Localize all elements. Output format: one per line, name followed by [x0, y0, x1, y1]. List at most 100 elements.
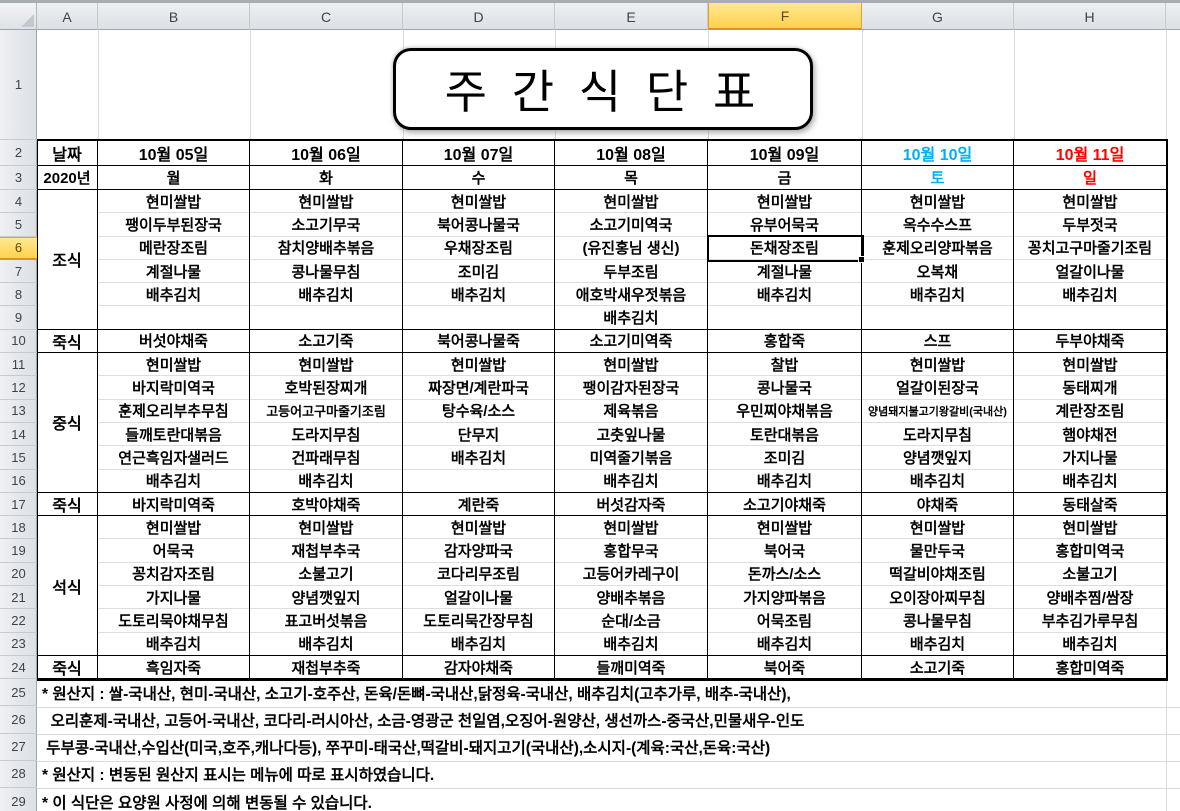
date-cell[interactable]: 10월 11일: [1055, 146, 1125, 164]
row-header-13[interactable]: 13: [0, 400, 37, 423]
menu-cell[interactable]: 현미쌀밥 어묵국 꽁치감자조림 가지나물 도토리묵야채무침 배추김치: [98, 516, 250, 655]
header-label-cell[interactable]: 날짜: [37, 140, 98, 165]
note-line[interactable]: * 원산지 : 변동된 원산지 표시는 메뉴에 따로 표시하였습니다.: [42, 767, 435, 785]
dow-cell[interactable]: 목: [555, 166, 708, 189]
porridge-cell[interactable]: 스프: [862, 329, 1014, 353]
menu-cell[interactable]: 현미쌀밥 옥수수스프 훈제오리양파볶음 오복채 배추김치: [862, 190, 1014, 329]
row-header-2[interactable]: 2: [0, 140, 37, 166]
menu-cell[interactable]: 현미쌀밥 얼갈이된장국 양념돼지불고기왕갈비(국내산) 도라지무침 양념깻잎지 배추김치: [862, 353, 1014, 492]
porridge-label-cell[interactable]: 죽식: [37, 656, 98, 679]
menu-cell[interactable]: 현미쌀밥 재첩부추국 소불고기 양념깻잎지 표고버섯볶음 배추김치: [250, 516, 403, 655]
note-line[interactable]: * 원산지 : 쌀-국내산, 현미-국내산, 소고기-호주산, 돈육/돈뼈-국내…: [42, 685, 791, 703]
date-cell[interactable]: 10월 10일: [862, 140, 1014, 165]
row-header-11[interactable]: 11: [0, 353, 37, 377]
menu-cell[interactable]: 현미쌀밥 소고기무국 참치양배추볶음 콩나물무침 배추김치: [250, 190, 403, 329]
date-cell[interactable]: 10월 05일: [98, 140, 250, 165]
menu-cell[interactable]: 현미쌀밥 바지락미역국 훈제오리부추무침 들깨토란대볶음 연근흑임자샐러드 배추김치: [98, 353, 250, 492]
row-header-18[interactable]: 18: [0, 516, 37, 540]
row-header-7[interactable]: 7: [0, 260, 37, 284]
porridge-cell[interactable]: 동태살죽: [1014, 493, 1166, 515]
row-header-21[interactable]: 21: [0, 586, 37, 610]
porridge-cell[interactable]: 북어죽: [708, 656, 862, 679]
porridge-cell[interactable]: 들깨미역죽: [555, 656, 708, 679]
menu-cell[interactable]: 현미쌀밥 호박된장찌개 고등어고구마줄기조림 도라지무침 건파래무침 배추김치: [250, 353, 403, 492]
column-header-G[interactable]: G: [862, 3, 1014, 30]
select-all-button[interactable]: [0, 3, 37, 30]
row-header-24[interactable]: 24: [0, 656, 37, 680]
porridge-cell[interactable]: 흑임자죽: [98, 656, 250, 679]
row-header-15[interactable]: 15: [0, 446, 37, 470]
porridge-cell[interactable]: 북어콩나물죽: [403, 329, 555, 353]
row-header-17[interactable]: 17: [0, 493, 37, 517]
menu-cell[interactable]: 현미쌀밥 짜장면/계란파국 탕수육/소스 단무지 배추김치: [403, 353, 555, 492]
row-header-28[interactable]: 28: [0, 761, 37, 789]
fill-handle[interactable]: [857, 255, 865, 263]
dow-cell[interactable]: 월: [98, 166, 250, 189]
column-header-C[interactable]: C: [250, 3, 403, 30]
section-label-cell[interactable]: 중식: [37, 353, 98, 492]
column-header-H[interactable]: H: [1014, 3, 1166, 30]
porridge-cell[interactable]: 계란죽: [403, 492, 555, 516]
porridge-cell[interactable]: 소고기죽: [250, 329, 403, 353]
dow-cell[interactable]: 화: [250, 166, 403, 189]
menu-cell[interactable]: 현미쌀밥 감자양파국 코다리무조림 얼갈이나물 도토리묵간장무침 배추김치: [403, 516, 555, 655]
row-header-10[interactable]: 10: [0, 330, 37, 354]
menu-cell[interactable]: 찰밥 콩나물국 우민찌야채볶음 토란대볶음 조미김 배추김치: [708, 353, 862, 492]
row-header-26[interactable]: 26: [0, 707, 37, 734]
porridge-cell[interactable]: 감자야채죽: [403, 656, 555, 679]
row-header-8[interactable]: 8: [0, 283, 37, 307]
date-cell[interactable]: 10월 09일: [708, 140, 862, 165]
note-line[interactable]: 두부콩-국내산,수입산(미국,호주,캐나다등), 쭈꾸미-태국산,떡갈비-돼지고…: [42, 740, 771, 758]
date-cell[interactable]: 10월 06일: [250, 140, 403, 165]
column-header-D[interactable]: D: [403, 3, 555, 30]
porridge-cell[interactable]: 두부야채죽: [1014, 330, 1166, 352]
row-header-1[interactable]: 1: [0, 30, 37, 140]
row-header-12[interactable]: 12: [0, 376, 37, 400]
porridge-cell[interactable]: 소고기죽: [862, 656, 1014, 679]
section-label-cell[interactable]: 조식: [37, 190, 98, 329]
menu-cell[interactable]: 현미쌀밥 북어국 돈까스/소스 가지양파볶음 어묵조림 배추김치: [708, 516, 862, 655]
porridge-cell[interactable]: 소고기미역죽: [555, 329, 708, 353]
menu-cell[interactable]: 현미쌀밥 북어콩나물국 우채장조림 조미김 배추김치: [403, 190, 555, 329]
porridge-cell[interactable]: 호박야채죽: [250, 492, 403, 516]
row-header-5[interactable]: 5: [0, 213, 37, 237]
column-header-E[interactable]: E: [555, 3, 708, 30]
date-cell[interactable]: 10월 08일: [555, 140, 708, 165]
row-header-4[interactable]: 4: [0, 190, 37, 214]
porridge-label-cell[interactable]: 죽식: [37, 329, 98, 353]
row-header-25[interactable]: 25: [0, 679, 37, 707]
column-header-A[interactable]: A: [37, 3, 98, 30]
porridge-cell[interactable]: 버섯감자죽: [555, 492, 708, 516]
menu-cell[interactable]: 현미쌀밥 홍합미역국 소불고기 양배추찜/쌈장 부추김가루무침 배추김치: [1014, 516, 1166, 655]
date-cell[interactable]: 10월 07일: [403, 140, 555, 165]
row-header-23[interactable]: 23: [0, 633, 37, 656]
row-header-9[interactable]: 9: [0, 307, 37, 330]
porridge-cell[interactable]: 야채죽: [862, 492, 1014, 516]
row-header-14[interactable]: 14: [0, 423, 37, 447]
row-header-3[interactable]: 3: [0, 166, 37, 190]
row-header-29[interactable]: 29: [0, 788, 37, 811]
porridge-cell[interactable]: 홍합미역죽: [1014, 656, 1166, 678]
porridge-cell[interactable]: 홍합죽: [708, 329, 862, 353]
menu-cell[interactable]: 현미쌀밥 물만두국 떡갈비야채조림 오이장아찌무침 콩나물무침 배추김치: [862, 516, 1014, 655]
note-line[interactable]: 오리훈제-국내산, 고등어-국내산, 코다리-러시아산, 소금-영광군 천일염,…: [42, 713, 805, 731]
menu-cell[interactable]: 현미쌀밥 소고기미역국 (유진홍님 생신) 두부조림 애호박새우젓볶음 배추김치: [555, 190, 708, 329]
dow-cell[interactable]: 일: [1083, 170, 1097, 187]
menu-cell[interactable]: 현미쌀밥 팽이감자된장국 제육볶음 고춧잎나물 미역줄기볶음 배추김치: [555, 353, 708, 492]
menu-cell[interactable]: 현미쌀밥 유부어묵국 돈채장조림 계절나물 배추김치: [708, 190, 862, 329]
title-shape[interactable]: 주 간 식 단 표: [393, 48, 813, 130]
menu-cell[interactable]: 현미쌀밥 동태찌개 계란장조림 햄야채전 가지나물 배추김치: [1014, 353, 1166, 492]
column-header-F[interactable]: F: [708, 3, 862, 30]
porridge-cell[interactable]: 바지락미역죽: [98, 492, 250, 516]
dow-cell[interactable]: 수: [403, 166, 555, 189]
row-header-16[interactable]: 16: [0, 470, 37, 493]
row-header-6[interactable]: 6: [0, 236, 37, 260]
porridge-cell[interactable]: 버섯야채죽: [98, 329, 250, 353]
menu-cell[interactable]: 현미쌀밥 두부젓국 꽁치고구마줄기조림 얼갈이나물 배추김치: [1014, 190, 1166, 329]
section-label-cell[interactable]: 석식: [37, 516, 98, 655]
row-header-27[interactable]: 27: [0, 734, 37, 761]
menu-cell[interactable]: 현미쌀밥 홍합무국 고등어카레구이 양배추볶음 순대/소금 배추김치: [555, 516, 708, 655]
dow-cell[interactable]: 토: [862, 166, 1014, 189]
note-line[interactable]: * 이 식단은 요양원 사정에 의해 변동될 수 있습니다.: [42, 794, 372, 811]
menu-cell[interactable]: 현미쌀밥 팽이두부된장국 메란장조림 계절나물 배추김치: [98, 190, 250, 329]
